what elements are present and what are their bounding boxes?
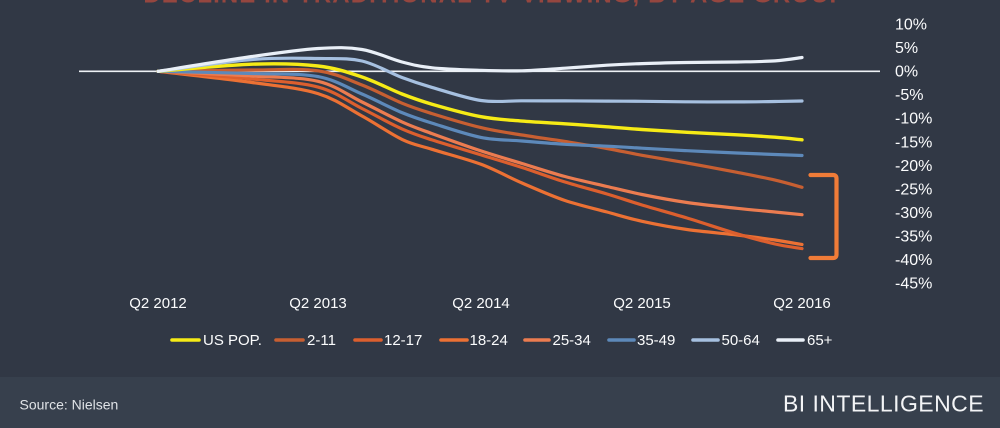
svg-text:0%: 0% [895,64,918,81]
svg-text:5%: 5% [895,40,918,57]
svg-text:Q2 2012: Q2 2012 [129,295,187,312]
svg-text:25-34: 25-34 [553,332,591,349]
svg-text:Q2 2014: Q2 2014 [452,295,510,312]
svg-text:Q2 2013: Q2 2013 [289,295,347,312]
svg-text:-25%: -25% [895,181,932,198]
svg-text:-10%: -10% [895,111,932,128]
svg-text:Q2 2016: Q2 2016 [773,295,831,312]
svg-text:50-64: 50-64 [722,332,760,349]
svg-text:-30%: -30% [895,205,932,222]
svg-text:-15%: -15% [895,134,932,151]
svg-text:-40%: -40% [895,252,932,269]
svg-text:65+: 65+ [807,332,833,349]
svg-text:12-17: 12-17 [384,332,422,349]
svg-text:35-49: 35-49 [637,332,675,349]
svg-text:-5%: -5% [895,87,923,104]
svg-text:-20%: -20% [895,158,932,175]
svg-text:Source: Nielsen: Source: Nielsen [20,397,119,413]
svg-text:DECLINE IN TRADITIONAL TV VIEW: DECLINE IN TRADITIONAL TV VIEWING, BY AG… [143,0,846,9]
svg-text:-45%: -45% [895,276,932,293]
svg-text:10%: 10% [895,16,927,33]
svg-text:Q2 2015: Q2 2015 [613,295,671,312]
svg-text:2-11: 2-11 [307,332,336,349]
svg-text:18-24: 18-24 [470,332,508,349]
svg-text:US POP.: US POP. [203,332,262,349]
svg-text:BI INTELLIGENCE: BI INTELLIGENCE [783,391,984,417]
svg-text:-35%: -35% [895,229,932,246]
